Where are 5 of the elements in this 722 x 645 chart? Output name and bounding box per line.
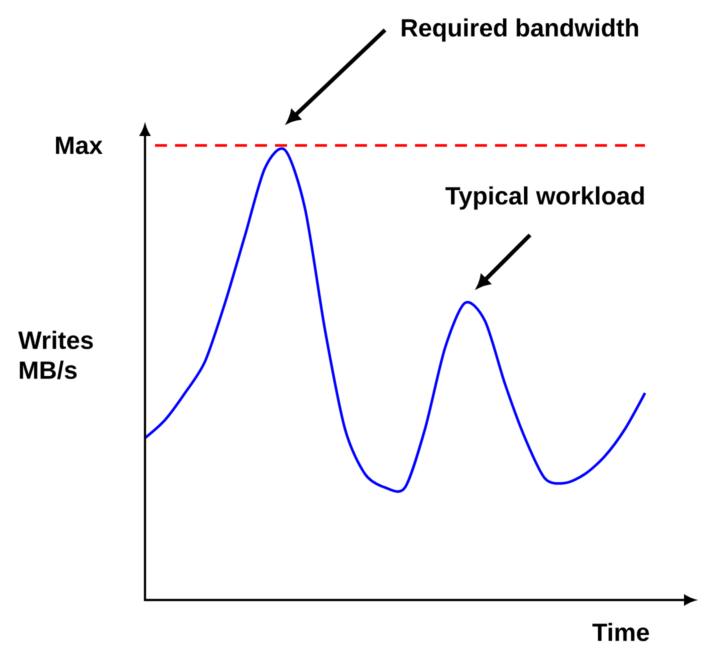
ref-line-label: Max (56, 136, 103, 154)
x-axis-title: Time (592, 622, 649, 642)
text: Required bandwidth (402, 18, 638, 42)
y-axis-title: Writes MB/s (18, 330, 93, 380)
annotation: Typical workload (445, 186, 644, 210)
